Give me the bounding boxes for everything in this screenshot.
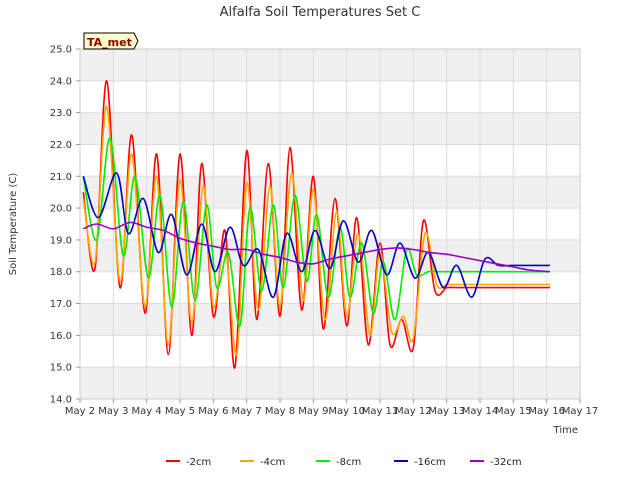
x-tick-label: May 13 — [428, 406, 465, 417]
x-axis-ticks: May 2 May 3 May 4 May 5 May 6 May 7 May 8 May 9… — [65, 399, 598, 417]
plot-band — [80, 367, 580, 399]
x-tick-label: May 12 — [395, 406, 432, 417]
legend-label: -4cm — [260, 457, 285, 468]
y-tick-label: 22.0 — [50, 140, 72, 151]
legend-label: -2cm — [186, 457, 211, 468]
plot-frame — [79, 48, 581, 400]
x-tick-label: May 6 — [198, 406, 228, 417]
legend: -2cm -4cm -8cm -16cm -32cm — [166, 457, 522, 468]
station-badge-box — [83, 32, 139, 50]
x-tick-label: May 4 — [132, 406, 162, 417]
x-tick-label: May 11 — [362, 406, 399, 417]
x-tick-label: May 9 — [298, 406, 328, 417]
plot-band — [80, 176, 580, 209]
series-line-8cm — [82, 137, 550, 327]
x-tick-label: May 14 — [462, 406, 499, 417]
series-line-2cm — [82, 79, 550, 369]
y-axis-ticks: 14.0 15.0 16.0 17.0 18.0 19.0 20.0 21.0 22.0 23.0… — [50, 45, 80, 406]
legend-label: -8cm — [336, 457, 361, 468]
y-tick-label: 15.0 — [50, 363, 72, 374]
x-tick-label: May 5 — [165, 406, 195, 417]
y-tick-label: 19.0 — [50, 235, 72, 246]
plot-band — [80, 49, 580, 81]
series-line-32cm — [82, 221, 551, 273]
y-tick-label: 23.0 — [50, 108, 72, 119]
plot-band — [80, 112, 580, 145]
chart-title: Alfalfa Soil Temperatures Set C — [220, 5, 421, 20]
series-lines — [82, 79, 551, 369]
y-tick-label: 18.0 — [50, 267, 72, 278]
x-tick-label: May 8 — [265, 406, 295, 417]
y-tick-label: 14.0 — [50, 395, 72, 406]
series-line-4cm — [82, 105, 550, 356]
legend-label: -16cm — [414, 457, 446, 468]
series-line-16cm — [82, 172, 550, 299]
station-badge: TA_met — [83, 32, 139, 50]
x-axis-label: Time — [553, 425, 578, 436]
x-tick-label: May 3 — [98, 406, 128, 417]
x-tick-label: May 10 — [328, 406, 365, 417]
x-tick-label: May 2 — [65, 406, 95, 417]
x-tick-label: May 7 — [232, 406, 262, 417]
y-axis-label: Soil Temperature (C) — [8, 173, 19, 276]
plot-background — [80, 49, 580, 399]
y-tick-label: 16.0 — [50, 331, 72, 342]
plot-band — [80, 303, 580, 336]
y-tick-label: 25.0 — [50, 45, 72, 56]
x-tick-label: May 17 — [562, 406, 599, 417]
y-tick-label: 20.0 — [50, 204, 72, 215]
station-badge-text: TA_met — [87, 36, 132, 49]
y-tick-label: 17.0 — [50, 299, 72, 310]
y-tick-label: 21.0 — [50, 172, 72, 183]
x-tick-label: May 16 — [528, 406, 565, 417]
x-tick-label: May 15 — [495, 406, 532, 417]
y-tick-label: 24.0 — [50, 76, 72, 87]
legend-label: -32cm — [490, 457, 522, 468]
